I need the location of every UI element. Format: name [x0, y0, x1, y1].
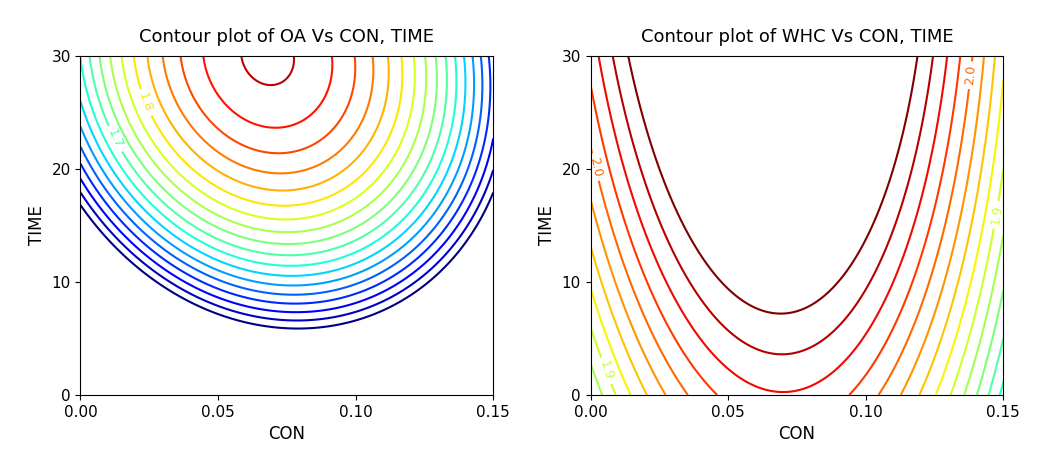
Text: 1.8: 1.8 — [136, 91, 155, 114]
Title: Contour plot of WHC Vs CON, TIME: Contour plot of WHC Vs CON, TIME — [640, 28, 954, 46]
Text: 1.9: 1.9 — [988, 204, 1004, 226]
Title: Contour plot of OA Vs CON, TIME: Contour plot of OA Vs CON, TIME — [139, 28, 434, 46]
X-axis label: CON: CON — [268, 425, 305, 443]
Y-axis label: TIME: TIME — [28, 205, 46, 245]
X-axis label: CON: CON — [779, 425, 815, 443]
Text: 1.7: 1.7 — [105, 127, 125, 151]
Text: 1.9: 1.9 — [597, 359, 615, 382]
Text: 2.0: 2.0 — [587, 156, 604, 178]
Y-axis label: TIME: TIME — [538, 205, 555, 245]
Text: 2.0: 2.0 — [963, 65, 978, 86]
